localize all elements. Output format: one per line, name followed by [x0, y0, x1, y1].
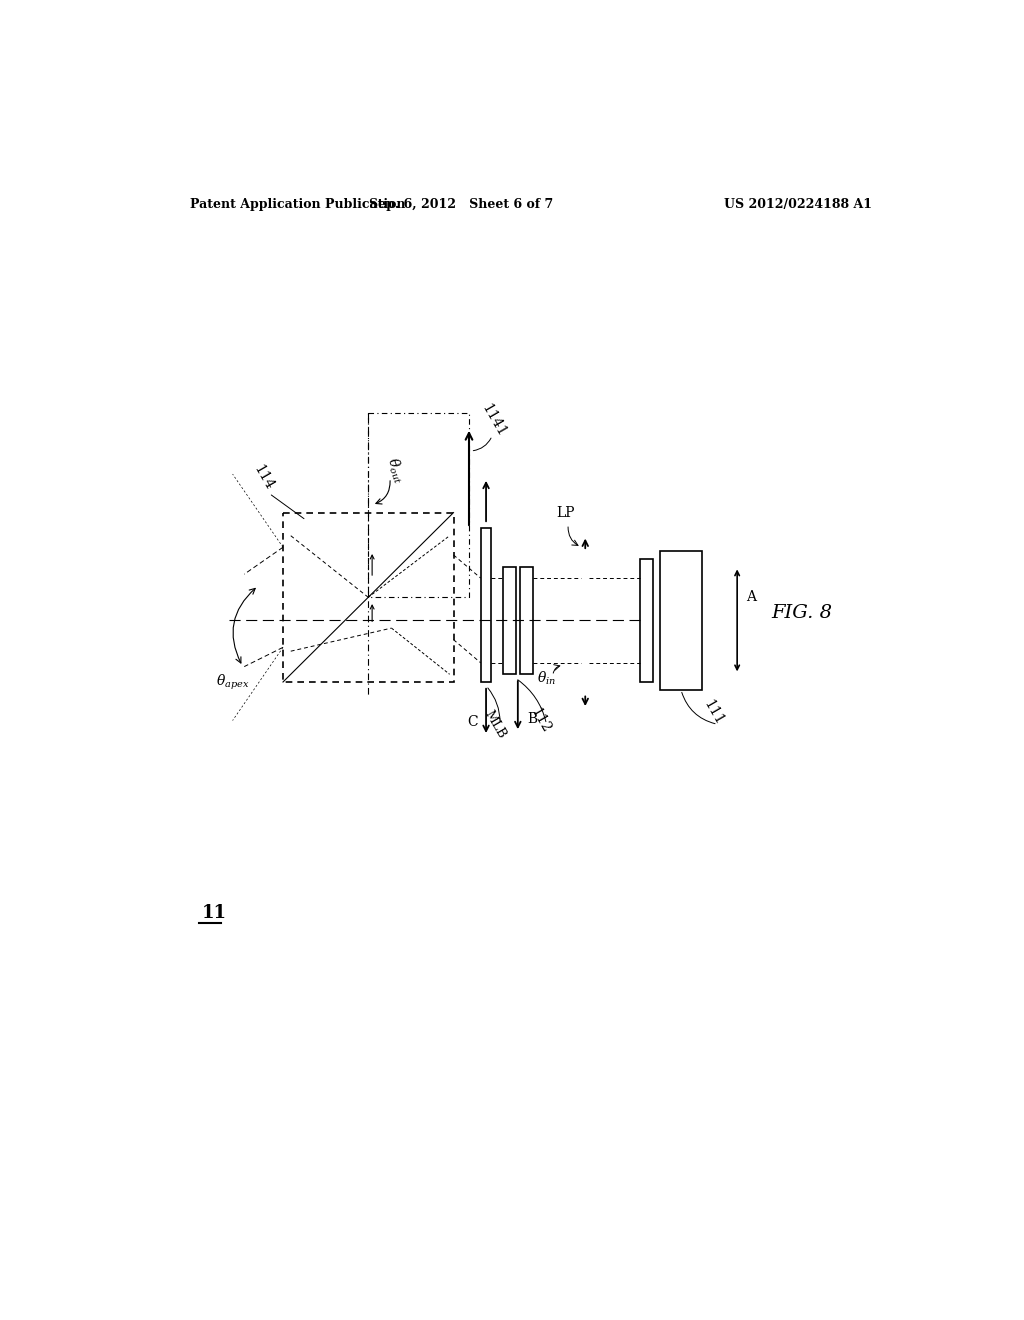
Text: 114: 114	[251, 463, 276, 492]
Text: $\theta_{apex}$: $\theta_{apex}$	[216, 672, 250, 692]
Text: A: A	[746, 590, 757, 605]
Bar	[520, 566, 532, 675]
Text: Patent Application Publication: Patent Application Publication	[190, 198, 406, 211]
Bar	[503, 566, 515, 675]
Text: Sep. 6, 2012   Sheet 6 of 7: Sep. 6, 2012 Sheet 6 of 7	[369, 198, 553, 211]
Text: B: B	[527, 711, 538, 726]
Text: LP: LP	[557, 507, 575, 520]
Bar	[480, 528, 492, 682]
Text: C: C	[467, 715, 477, 729]
Bar	[659, 552, 702, 689]
Text: $\theta_{in}$: $\theta_{in}$	[537, 669, 556, 686]
Text: 11: 11	[202, 904, 226, 921]
Text: MLB: MLB	[482, 708, 509, 741]
Bar	[640, 558, 653, 682]
Text: US 2012/0224188 A1: US 2012/0224188 A1	[724, 198, 872, 211]
Text: 1141: 1141	[478, 401, 508, 440]
Text: 111: 111	[701, 698, 727, 727]
Bar	[283, 512, 454, 682]
Text: FIG. 8: FIG. 8	[772, 603, 833, 622]
Text: 112: 112	[527, 705, 553, 735]
Text: $\theta_{out}$: $\theta_{out}$	[383, 455, 408, 486]
